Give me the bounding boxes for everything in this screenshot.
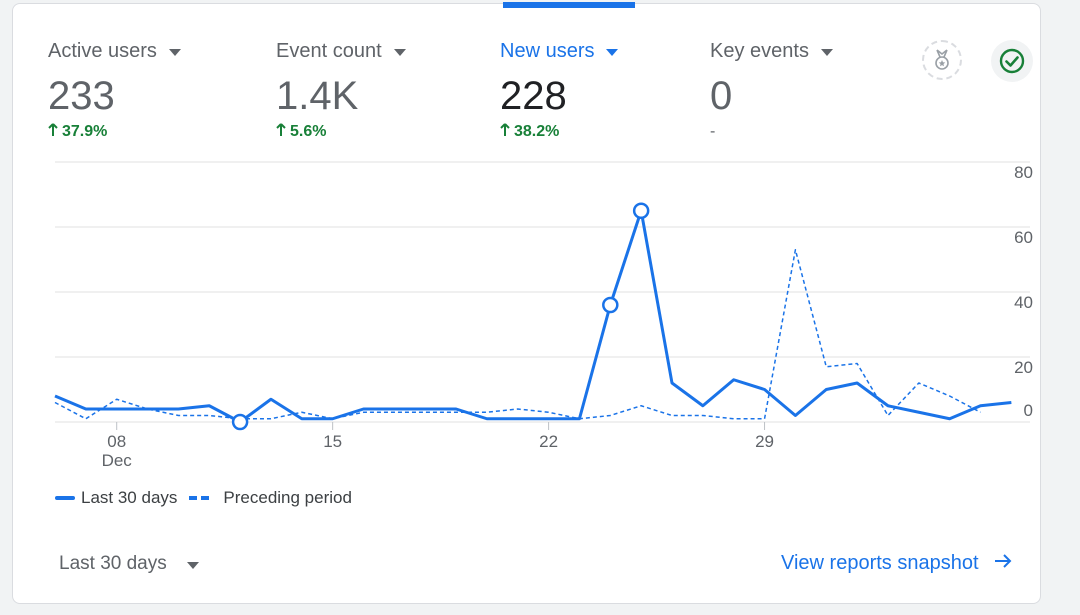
metric-change: - xyxy=(710,123,716,140)
metric-value: 233 xyxy=(48,74,115,118)
x-tick-label: 22 xyxy=(539,432,558,451)
metric-change: 5.6% xyxy=(276,122,406,142)
metric-new-users[interactable]: New users 228 38.2% xyxy=(500,36,619,142)
metric-label: Event count xyxy=(276,39,382,62)
metric-change: 38.2% xyxy=(500,122,618,142)
chevron-down-icon[interactable] xyxy=(820,48,833,56)
chevron-down-icon xyxy=(186,561,199,569)
view-reports-snapshot-link[interactable]: View reports snapshot xyxy=(781,552,1013,575)
y-tick-label: 0 xyxy=(1024,401,1033,420)
legend-item-previous: Preceding period xyxy=(189,488,352,508)
x-tick-sublabel: Dec xyxy=(102,451,133,470)
metric-value: 1.4K xyxy=(276,74,359,118)
metric-event-count[interactable]: Event count 1.4K 5.6% xyxy=(276,36,406,142)
metric-label: Active users xyxy=(48,39,157,62)
chevron-down-icon[interactable] xyxy=(168,48,181,56)
highlight-point xyxy=(602,296,619,314)
y-tick-label: 40 xyxy=(1014,293,1033,312)
x-tick-label: 08 xyxy=(107,432,126,451)
y-tick-label: 80 xyxy=(1014,163,1033,182)
legend-item-current: Last 30 days xyxy=(55,488,177,508)
arrow-up-icon xyxy=(276,122,286,142)
metric-label: New users xyxy=(500,39,595,62)
arrow-up-icon xyxy=(48,122,58,142)
metric-value: 0 xyxy=(710,74,733,118)
y-tick-label: 60 xyxy=(1014,228,1033,247)
dashed-line-icon xyxy=(189,496,213,500)
overview-card xyxy=(12,3,1041,604)
chart-legend: Last 30 days Preceding period xyxy=(55,488,364,508)
arrow-right-icon xyxy=(993,552,1013,575)
chevron-down-icon[interactable] xyxy=(606,48,619,56)
y-tick-label: 20 xyxy=(1014,358,1033,377)
metric-label: Key events xyxy=(710,39,809,62)
x-tick-label: 29 xyxy=(755,432,774,451)
solid-line-icon xyxy=(55,496,75,500)
highlight-point xyxy=(632,202,650,219)
series-line-preceding-period xyxy=(54,249,981,420)
new-users-line-chart: 0 20 40 60 80 08 15 22 29 Dec xyxy=(54,161,1033,470)
selected-metric-indicator xyxy=(503,2,635,8)
metric-change: 37.9% xyxy=(48,122,181,142)
check-circle-icon[interactable] xyxy=(991,40,1033,82)
series-line-last-30-days xyxy=(54,209,1012,424)
metric-value: 228 xyxy=(500,74,567,118)
date-range-dropdown[interactable]: Last 30 days xyxy=(59,553,199,575)
metric-active-users[interactable]: Active users 233 37.9% xyxy=(48,36,181,142)
metric-key-events[interactable]: Key events 0 - xyxy=(710,36,833,142)
award-badge-icon[interactable] xyxy=(922,40,962,80)
x-tick-label: 15 xyxy=(323,432,342,451)
arrow-up-icon xyxy=(500,122,510,142)
chevron-down-icon[interactable] xyxy=(393,48,406,56)
highlight-point xyxy=(231,413,249,431)
